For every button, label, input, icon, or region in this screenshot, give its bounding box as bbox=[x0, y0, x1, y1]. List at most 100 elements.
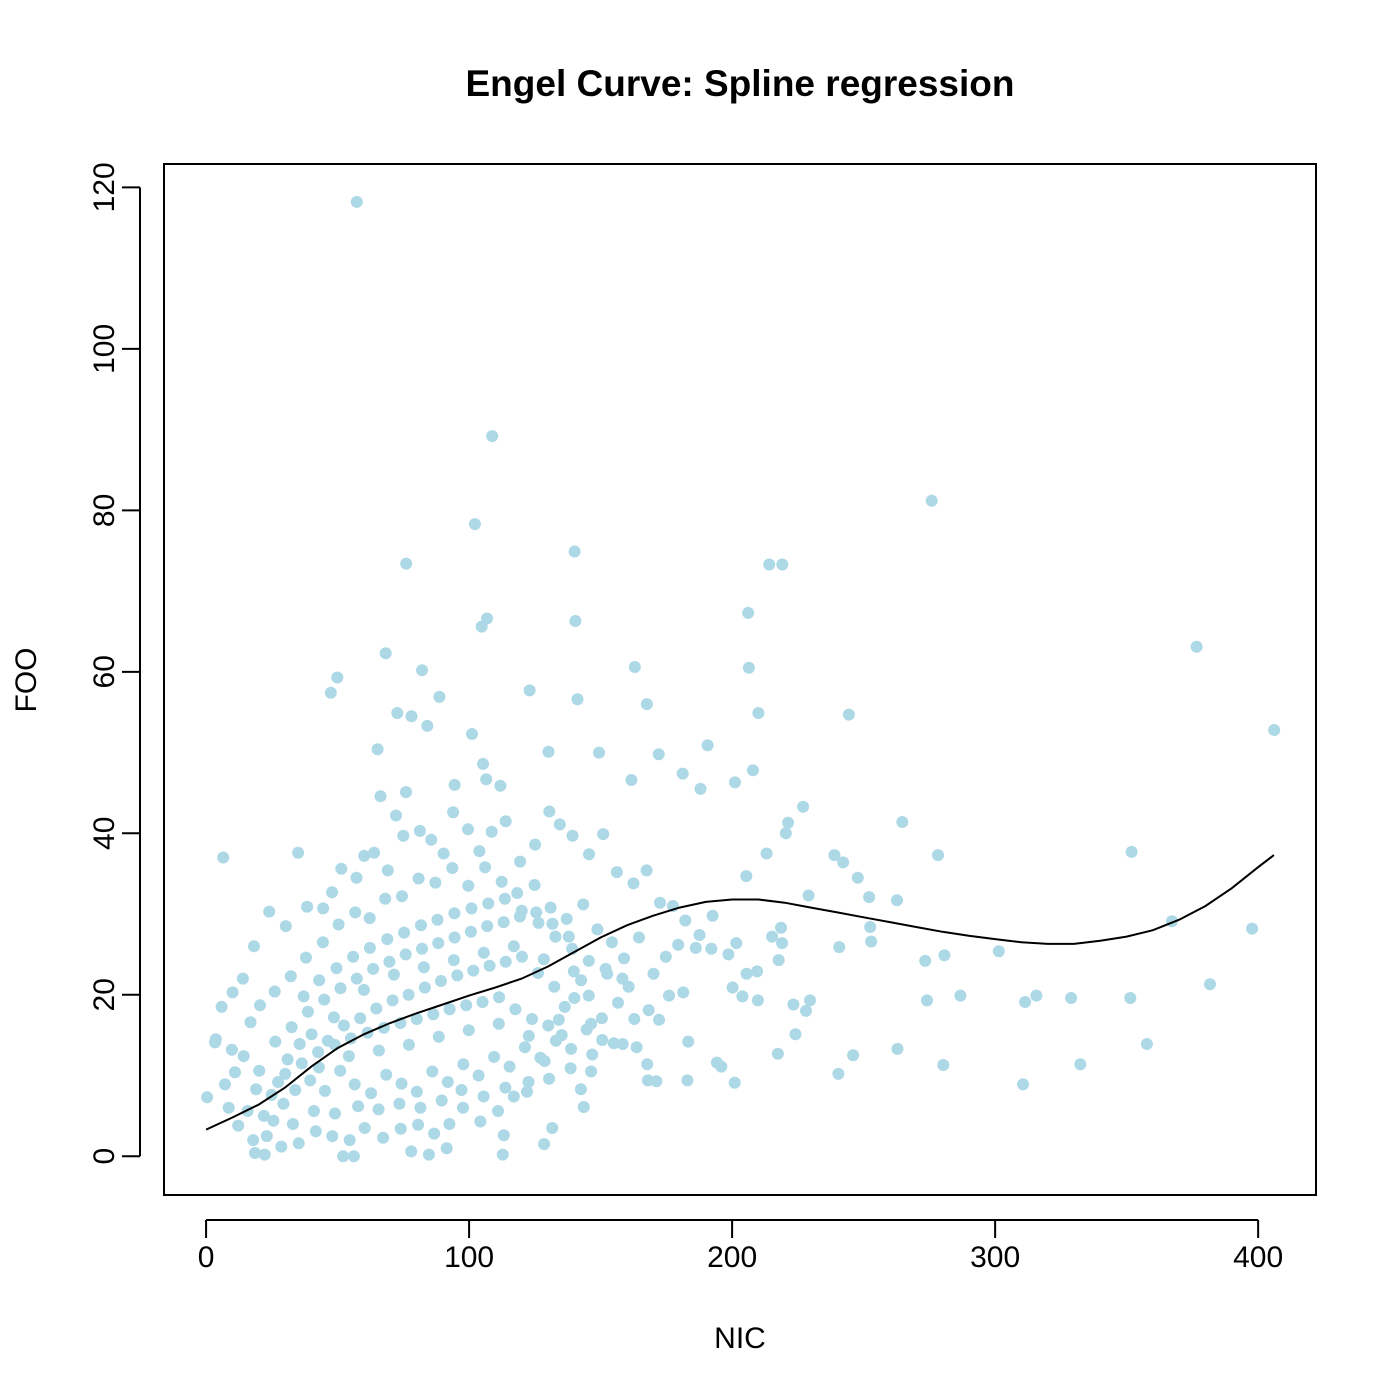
data-point bbox=[630, 1041, 643, 1054]
data-point bbox=[381, 933, 394, 946]
data-point bbox=[492, 1017, 505, 1030]
data-point bbox=[477, 1090, 490, 1103]
data-point bbox=[386, 994, 399, 1007]
data-point bbox=[891, 1042, 904, 1055]
data-point bbox=[585, 1065, 598, 1078]
data-point bbox=[1124, 992, 1137, 1004]
plot-frame bbox=[163, 163, 1317, 1196]
data-point bbox=[412, 872, 425, 885]
data-point bbox=[284, 970, 297, 983]
data-point bbox=[499, 815, 512, 828]
data-point bbox=[219, 1078, 231, 1091]
data-point bbox=[776, 558, 789, 571]
data-point bbox=[249, 1147, 261, 1159]
data-point bbox=[225, 1043, 238, 1056]
data-point bbox=[368, 846, 381, 859]
data-point bbox=[647, 967, 660, 980]
data-point bbox=[428, 1127, 441, 1140]
data-point bbox=[542, 745, 555, 758]
data-point bbox=[400, 557, 413, 570]
data-point bbox=[800, 1004, 812, 1017]
data-point bbox=[410, 1013, 423, 1025]
data-point bbox=[523, 684, 536, 697]
data-point bbox=[390, 809, 402, 822]
data-point bbox=[486, 430, 499, 443]
data-point bbox=[263, 905, 276, 918]
y-tick-label: 20 bbox=[88, 978, 121, 1011]
data-point bbox=[782, 816, 795, 829]
data-point bbox=[229, 1066, 241, 1079]
data-point bbox=[465, 902, 478, 915]
data-point bbox=[448, 778, 461, 791]
x-axis: 0 100 200 300 400 bbox=[198, 1219, 1283, 1274]
data-point bbox=[363, 912, 376, 925]
data-point bbox=[370, 1002, 383, 1015]
data-point bbox=[726, 981, 739, 994]
data-point bbox=[776, 937, 789, 950]
data-point bbox=[335, 862, 348, 875]
data-point bbox=[582, 989, 595, 1002]
data-point bbox=[565, 1042, 578, 1055]
data-point bbox=[337, 1019, 350, 1032]
data-point bbox=[992, 945, 1005, 958]
data-point bbox=[477, 757, 489, 770]
data-point bbox=[932, 849, 944, 862]
data-point bbox=[410, 1085, 423, 1098]
data-point bbox=[257, 1109, 270, 1122]
data-point bbox=[209, 1036, 221, 1049]
data-point bbox=[729, 776, 741, 789]
data-point bbox=[468, 518, 481, 531]
data-point bbox=[462, 823, 474, 836]
data-point bbox=[349, 906, 362, 919]
data-point bbox=[543, 1072, 556, 1085]
data-point bbox=[499, 1081, 512, 1094]
data-point bbox=[244, 1016, 257, 1029]
data-point bbox=[568, 992, 581, 1004]
data-point bbox=[597, 828, 610, 841]
data-point bbox=[347, 950, 360, 963]
data-point bbox=[760, 847, 773, 860]
data-point bbox=[586, 1048, 599, 1061]
data-point bbox=[641, 1074, 654, 1087]
data-point bbox=[740, 967, 753, 980]
data-point bbox=[313, 974, 326, 987]
data-point bbox=[358, 1122, 371, 1134]
data-point bbox=[421, 719, 434, 732]
data-point bbox=[595, 1012, 608, 1025]
spline-regression-line bbox=[205, 854, 1275, 1131]
data-point bbox=[610, 866, 623, 879]
data-point bbox=[921, 994, 933, 1007]
data-point bbox=[549, 930, 562, 943]
data-point bbox=[334, 1064, 347, 1077]
data-point bbox=[377, 1131, 390, 1144]
data-point bbox=[332, 918, 345, 931]
data-point bbox=[516, 950, 528, 963]
data-point bbox=[705, 942, 718, 955]
data-point bbox=[312, 1046, 325, 1059]
data-point bbox=[522, 1029, 535, 1042]
data-point bbox=[553, 818, 566, 831]
data-point bbox=[455, 1084, 468, 1096]
data-point bbox=[447, 954, 460, 967]
data-point bbox=[752, 707, 765, 719]
data-point bbox=[429, 876, 442, 889]
data-point bbox=[267, 1114, 280, 1127]
data-point bbox=[416, 942, 428, 955]
data-point bbox=[498, 892, 511, 905]
data-point bbox=[396, 890, 408, 903]
data-point bbox=[215, 1000, 228, 1013]
data-point bbox=[472, 1069, 485, 1082]
y-tick-label: 0 bbox=[88, 1148, 121, 1165]
data-point bbox=[515, 904, 528, 917]
data-point bbox=[1125, 845, 1138, 858]
data-point bbox=[1019, 996, 1032, 1008]
data-point bbox=[864, 921, 877, 933]
data-point bbox=[431, 913, 444, 926]
data-point bbox=[467, 964, 480, 977]
data-point bbox=[483, 959, 496, 972]
data-point bbox=[427, 1008, 440, 1021]
data-point bbox=[751, 994, 764, 1007]
data-point bbox=[400, 786, 412, 799]
data-point bbox=[546, 917, 559, 930]
data-point bbox=[560, 912, 573, 925]
